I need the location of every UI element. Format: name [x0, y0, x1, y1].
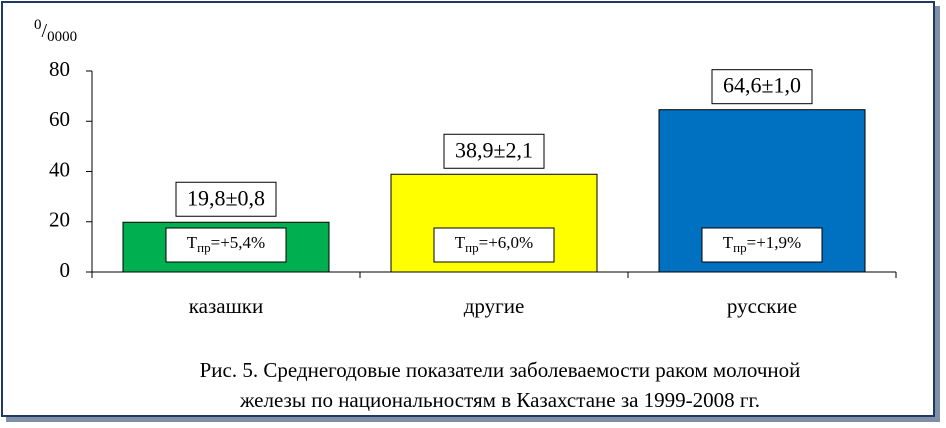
value-label-box	[443, 133, 545, 169]
inner-label-rest: =+6,0%	[479, 233, 534, 252]
inner-label: Тпр=+6,0%	[455, 233, 533, 255]
x-tick-label: русские	[727, 294, 797, 318]
inner-label-rest: =+1,9%	[747, 233, 802, 252]
value-label: 64,6±1,0	[723, 73, 801, 98]
inner-label-box	[165, 227, 287, 263]
inner-label-rest: =+5,4%	[211, 233, 266, 252]
y-tick-label: 20	[49, 208, 70, 232]
y-unit-sub: 0000	[47, 29, 77, 45]
inner-label-main: Т	[187, 233, 198, 252]
y-tick-label: 60	[49, 107, 70, 131]
x-tick-label: казашки	[189, 294, 263, 318]
inner-label-main: Т	[723, 233, 734, 252]
inner-label: Тпр=+5,4%	[187, 233, 265, 255]
inner-label-sub: пр	[465, 240, 478, 255]
inner-label-box	[433, 227, 555, 263]
inner-label-sub: пр	[733, 240, 746, 255]
y-unit-sup: 0	[34, 17, 42, 33]
inner-label-main: Т	[455, 233, 466, 252]
inner-label-sub: пр	[197, 240, 210, 255]
value-label-box	[711, 69, 813, 105]
y-tick-label: 0	[60, 258, 71, 282]
inner-label-box	[701, 227, 823, 263]
caption-line: Рис. 5. Среднегодовые показатели заболев…	[200, 358, 801, 382]
caption-line: железы по национальностям в Казахстане з…	[239, 388, 760, 412]
y-tick-label: 80	[49, 57, 70, 81]
value-label: 19,8±0,8	[187, 185, 265, 210]
x-tick-label: другие	[464, 294, 525, 318]
value-label: 38,9±2,1	[455, 137, 533, 162]
y-tick-label: 40	[49, 157, 70, 181]
inner-label: Тпр=+1,9%	[723, 233, 801, 255]
y-unit: 0/0000	[34, 17, 77, 45]
y-unit-main: /	[42, 20, 48, 42]
value-label-box	[175, 181, 277, 217]
